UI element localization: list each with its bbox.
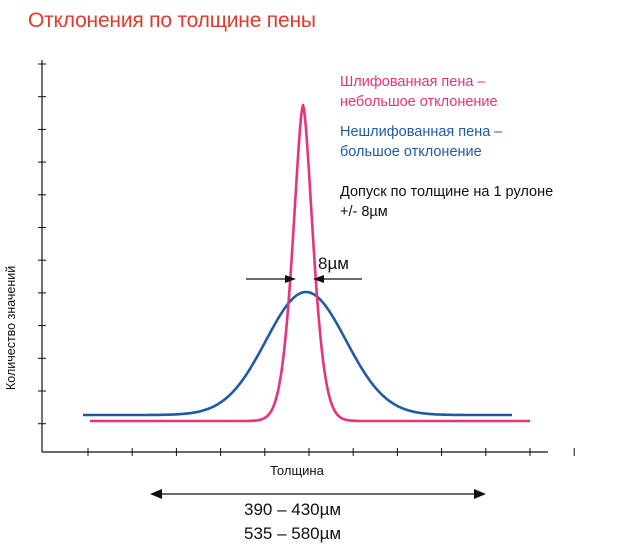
x-axis-label: Толщина xyxy=(270,463,324,478)
y-axis-ticks xyxy=(38,63,46,425)
series-sanded-foam-line xyxy=(89,103,531,423)
range-label-1: 390 – 430µм xyxy=(244,500,342,519)
range-arrow xyxy=(150,489,486,499)
legend-blue-line2: большое отклонение xyxy=(340,144,482,160)
chart-title: Отклонения по толщине пены xyxy=(28,9,316,32)
width-marker-arrows xyxy=(246,275,362,283)
range-label-2: 535 – 580µм xyxy=(244,524,342,543)
x-axis-ticks xyxy=(87,448,575,456)
tolerance-note-line1: Допуск по толщине на 1 рулоне xyxy=(340,184,554,200)
legend-blue-line1: Нешлифованная пена – xyxy=(340,124,503,140)
width-marker-label: 8µм xyxy=(318,254,349,273)
legend-pink-line1: Шлифованная пена – xyxy=(340,74,486,90)
tolerance-note-line2: +/- 8µм xyxy=(340,204,388,220)
legend-pink-line2: небольшое отклонение xyxy=(340,94,498,110)
series-unsanded-foam-line xyxy=(82,290,513,417)
